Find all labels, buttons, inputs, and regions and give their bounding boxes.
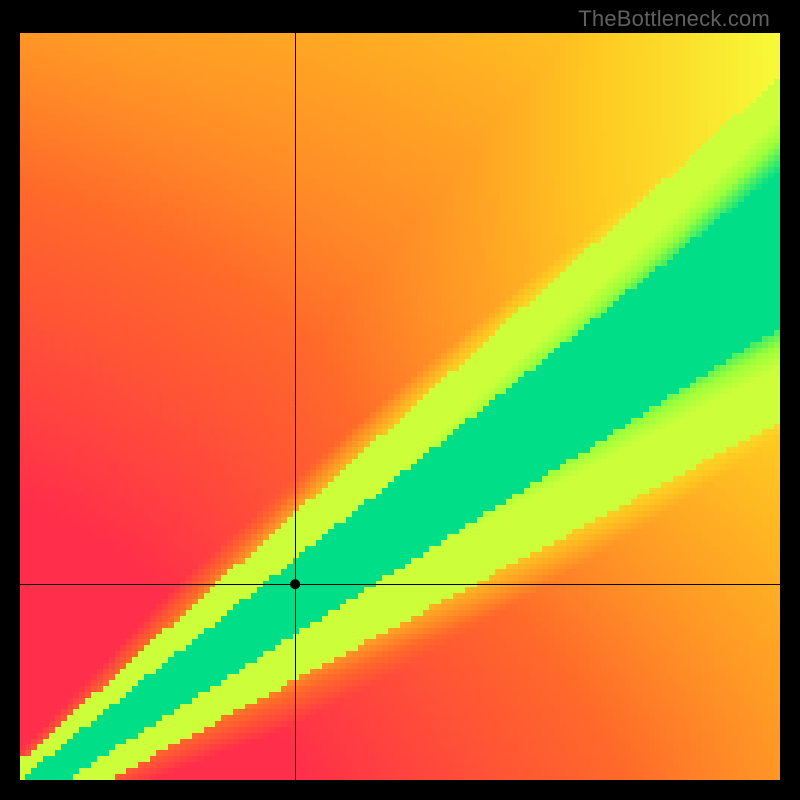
heatmap-plot bbox=[20, 33, 780, 780]
heatmap-canvas bbox=[20, 33, 780, 780]
watermark-text: TheBottleneck.com bbox=[578, 6, 770, 32]
